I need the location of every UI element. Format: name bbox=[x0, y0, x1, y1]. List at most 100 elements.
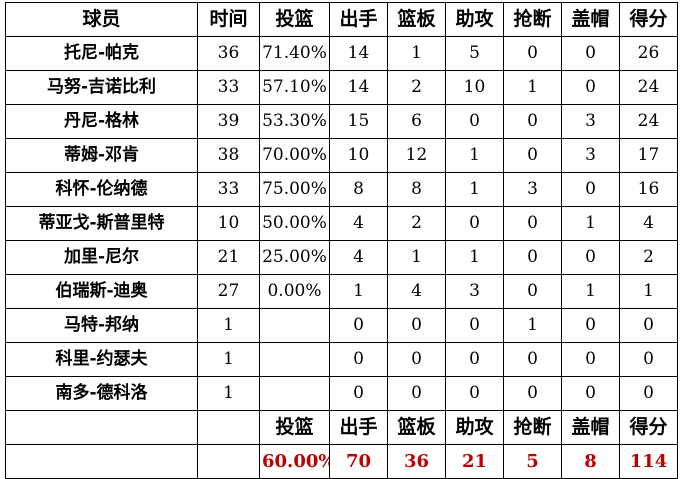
cell-fga: 0 bbox=[329, 376, 388, 411]
total-fg_pct: 60.00% bbox=[259, 444, 330, 479]
cell-assists: 1 bbox=[445, 172, 504, 207]
cell-points: 26 bbox=[619, 36, 678, 71]
cell-minutes: 21 bbox=[197, 240, 260, 275]
cell-rebounds: 12 bbox=[387, 138, 446, 173]
cell-points: 17 bbox=[619, 138, 678, 173]
cell-fg_pct: 53.30% bbox=[259, 104, 330, 139]
totals-header-fg_pct: 投篮 bbox=[259, 410, 330, 445]
total-blocks: 8 bbox=[561, 444, 620, 479]
cell-blocks: 1 bbox=[561, 274, 620, 309]
cell-fga: 0 bbox=[329, 308, 388, 343]
player-name: 蒂亚戈-斯普里特 bbox=[5, 206, 198, 241]
cell-fga: 4 bbox=[329, 240, 388, 275]
table-row: 科里-约瑟夫 1 0 0 0 0 0 0 bbox=[5, 342, 678, 377]
cell-assists: 0 bbox=[445, 104, 504, 139]
totals-header-blank bbox=[5, 410, 198, 445]
cell-fg_pct: 71.40% bbox=[259, 36, 330, 71]
cell-fg_pct: 25.00% bbox=[259, 240, 330, 275]
cell-steals: 0 bbox=[503, 376, 562, 411]
total-fga: 70 bbox=[329, 444, 388, 479]
cell-assists: 0 bbox=[445, 308, 504, 343]
total-steals: 5 bbox=[503, 444, 562, 479]
total-points: 114 bbox=[619, 444, 678, 479]
cell-fga: 15 bbox=[329, 104, 388, 139]
cell-steals: 0 bbox=[503, 240, 562, 275]
cell-points: 0 bbox=[619, 376, 678, 411]
cell-fga: 8 bbox=[329, 172, 388, 207]
total-rebounds: 36 bbox=[387, 444, 446, 479]
column-header-minutes: 时间 bbox=[197, 2, 260, 37]
cell-points: 0 bbox=[619, 342, 678, 377]
table-header-row: 球员 时间 投篮 出手 篮板 助攻 抢断 盖帽 得分 bbox=[5, 2, 678, 37]
cell-fg_pct: 0.00% bbox=[259, 274, 330, 309]
cell-steals: 0 bbox=[503, 138, 562, 173]
table-row: 马努-吉诺比利 33 57.10% 14 2 10 1 0 24 bbox=[5, 70, 678, 105]
cell-minutes: 33 bbox=[197, 70, 260, 105]
column-header-player: 球员 bbox=[5, 2, 198, 37]
table-row: 加里-尼尔 21 25.00% 4 1 1 0 0 2 bbox=[5, 240, 678, 275]
column-header-steals: 抢断 bbox=[503, 2, 562, 37]
cell-steals: 0 bbox=[503, 36, 562, 71]
cell-steals: 0 bbox=[503, 104, 562, 139]
totals-header-row: 投篮 出手 篮板 助攻 抢断 盖帽 得分 bbox=[5, 410, 678, 445]
cell-assists: 0 bbox=[445, 342, 504, 377]
cell-rebounds: 2 bbox=[387, 206, 446, 241]
cell-blocks: 3 bbox=[561, 138, 620, 173]
cell-blocks: 0 bbox=[561, 342, 620, 377]
cell-assists: 1 bbox=[445, 138, 504, 173]
table-row: 南多-德科洛 1 0 0 0 0 0 0 bbox=[5, 376, 678, 411]
totals-row: 60.00% 70 36 21 5 8 114 bbox=[5, 444, 678, 479]
totals-header-blank bbox=[197, 410, 260, 445]
cell-rebounds: 0 bbox=[387, 342, 446, 377]
cell-rebounds: 8 bbox=[387, 172, 446, 207]
cell-assists: 0 bbox=[445, 376, 504, 411]
table-row: 伯瑞斯-迪奥 27 0.00% 1 4 3 0 1 1 bbox=[5, 274, 678, 309]
cell-fga: 4 bbox=[329, 206, 388, 241]
cell-rebounds: 0 bbox=[387, 376, 446, 411]
cell-assists: 3 bbox=[445, 274, 504, 309]
cell-fg_pct: 57.10% bbox=[259, 70, 330, 105]
column-header-rebounds: 篮板 bbox=[387, 2, 446, 37]
cell-rebounds: 1 bbox=[387, 240, 446, 275]
cell-rebounds: 1 bbox=[387, 36, 446, 71]
player-name: 托尼-帕克 bbox=[5, 36, 198, 71]
cell-points: 16 bbox=[619, 172, 678, 207]
totals-header-assists: 助攻 bbox=[445, 410, 504, 445]
cell-assists: 5 bbox=[445, 36, 504, 71]
total-blank bbox=[197, 444, 260, 479]
player-name: 蒂姆-邓肯 bbox=[5, 138, 198, 173]
cell-fga: 14 bbox=[329, 36, 388, 71]
cell-blocks: 0 bbox=[561, 172, 620, 207]
column-header-blocks: 盖帽 bbox=[561, 2, 620, 37]
cell-blocks: 0 bbox=[561, 36, 620, 71]
table-row: 马特-邦纳 1 0 0 0 1 0 0 bbox=[5, 308, 678, 343]
player-stats-container: 球员 时间 投篮 出手 篮板 助攻 抢断 盖帽 得分 托尼-帕克 36 71.40% 14 1 5 0 0 26 马… bbox=[5, 2, 678, 479]
cell-points: 24 bbox=[619, 104, 678, 139]
column-header-assists: 助攻 bbox=[445, 2, 504, 37]
player-name: 加里-尼尔 bbox=[5, 240, 198, 275]
player-name: 马努-吉诺比利 bbox=[5, 70, 198, 105]
cell-assists: 10 bbox=[445, 70, 504, 105]
cell-blocks: 0 bbox=[561, 70, 620, 105]
cell-blocks: 1 bbox=[561, 206, 620, 241]
player-name: 科里-约瑟夫 bbox=[5, 342, 198, 377]
cell-blocks: 3 bbox=[561, 104, 620, 139]
cell-fga: 10 bbox=[329, 138, 388, 173]
cell-minutes: 10 bbox=[197, 206, 260, 241]
column-header-points: 得分 bbox=[619, 2, 678, 37]
cell-steals: 0 bbox=[503, 342, 562, 377]
totals-header-blocks: 盖帽 bbox=[561, 410, 620, 445]
cell-fg_pct: 75.00% bbox=[259, 172, 330, 207]
cell-fg_pct: 50.00% bbox=[259, 206, 330, 241]
cell-minutes: 33 bbox=[197, 172, 260, 207]
totals-header-points: 得分 bbox=[619, 410, 678, 445]
table-row: 蒂姆-邓肯 38 70.00% 10 12 1 0 3 17 bbox=[5, 138, 678, 173]
cell-rebounds: 4 bbox=[387, 274, 446, 309]
table-row: 托尼-帕克 36 71.40% 14 1 5 0 0 26 bbox=[5, 36, 678, 71]
cell-points: 2 bbox=[619, 240, 678, 275]
cell-points: 1 bbox=[619, 274, 678, 309]
cell-blocks: 0 bbox=[561, 240, 620, 275]
totals-header-rebounds: 篮板 bbox=[387, 410, 446, 445]
cell-steals: 0 bbox=[503, 274, 562, 309]
cell-minutes: 38 bbox=[197, 138, 260, 173]
